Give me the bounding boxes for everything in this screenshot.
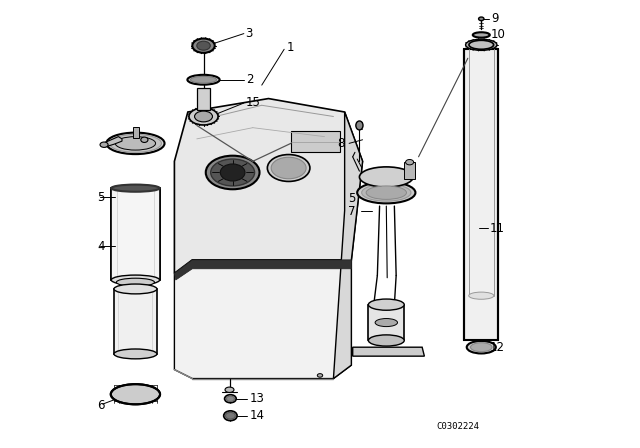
Polygon shape bbox=[174, 99, 362, 273]
Bar bbox=[197, 88, 210, 110]
Ellipse shape bbox=[479, 17, 484, 21]
Ellipse shape bbox=[356, 121, 363, 130]
Ellipse shape bbox=[225, 387, 234, 392]
Ellipse shape bbox=[369, 335, 404, 346]
Ellipse shape bbox=[224, 411, 237, 421]
Ellipse shape bbox=[109, 134, 161, 152]
Ellipse shape bbox=[468, 292, 494, 299]
Text: C0302224: C0302224 bbox=[436, 422, 479, 431]
Text: 3: 3 bbox=[246, 26, 253, 40]
Polygon shape bbox=[105, 137, 122, 147]
Text: 7: 7 bbox=[348, 205, 356, 218]
Ellipse shape bbox=[111, 185, 159, 192]
Polygon shape bbox=[333, 112, 362, 379]
Text: 4: 4 bbox=[97, 240, 104, 253]
Text: 6: 6 bbox=[97, 399, 104, 412]
Ellipse shape bbox=[188, 75, 220, 85]
Text: 5: 5 bbox=[348, 191, 356, 205]
Bar bbox=[464, 49, 499, 340]
Ellipse shape bbox=[114, 349, 157, 359]
Text: 1: 1 bbox=[287, 41, 294, 55]
Text: 15: 15 bbox=[246, 96, 260, 109]
Ellipse shape bbox=[106, 133, 164, 154]
Ellipse shape bbox=[360, 167, 413, 187]
Ellipse shape bbox=[362, 184, 411, 201]
Bar bbox=[369, 305, 404, 340]
Text: 5: 5 bbox=[97, 190, 104, 204]
Ellipse shape bbox=[220, 164, 245, 181]
Ellipse shape bbox=[191, 77, 216, 83]
Ellipse shape bbox=[206, 156, 260, 190]
Ellipse shape bbox=[470, 343, 492, 352]
Ellipse shape bbox=[469, 40, 493, 49]
Ellipse shape bbox=[268, 155, 310, 181]
Bar bbox=[114, 289, 157, 354]
Bar bbox=[132, 127, 139, 138]
Text: 10: 10 bbox=[491, 28, 506, 42]
Ellipse shape bbox=[227, 396, 234, 401]
Ellipse shape bbox=[369, 299, 404, 310]
Ellipse shape bbox=[100, 142, 108, 147]
Ellipse shape bbox=[225, 412, 236, 419]
Ellipse shape bbox=[467, 341, 496, 353]
Ellipse shape bbox=[271, 157, 306, 179]
Ellipse shape bbox=[141, 137, 148, 142]
Ellipse shape bbox=[375, 319, 397, 327]
Text: 8: 8 bbox=[337, 137, 344, 150]
Text: 2: 2 bbox=[246, 73, 253, 86]
Ellipse shape bbox=[116, 278, 154, 286]
Ellipse shape bbox=[195, 111, 212, 122]
Ellipse shape bbox=[225, 395, 236, 403]
Ellipse shape bbox=[115, 137, 156, 150]
Ellipse shape bbox=[211, 159, 255, 186]
Text: 12: 12 bbox=[490, 340, 504, 354]
Polygon shape bbox=[174, 260, 351, 280]
Polygon shape bbox=[174, 260, 351, 379]
Text: 14: 14 bbox=[249, 409, 264, 422]
Ellipse shape bbox=[366, 186, 406, 199]
Bar bbox=[404, 162, 415, 179]
Bar bbox=[291, 131, 340, 152]
Text: 9: 9 bbox=[491, 12, 499, 26]
Ellipse shape bbox=[473, 32, 490, 38]
Text: 13: 13 bbox=[249, 392, 264, 405]
Ellipse shape bbox=[114, 284, 157, 294]
Ellipse shape bbox=[189, 108, 218, 125]
Bar bbox=[111, 188, 159, 280]
Ellipse shape bbox=[465, 39, 497, 51]
Text: 11: 11 bbox=[490, 222, 504, 235]
Ellipse shape bbox=[197, 41, 210, 50]
Polygon shape bbox=[353, 347, 424, 356]
Ellipse shape bbox=[317, 374, 323, 377]
Ellipse shape bbox=[406, 159, 413, 165]
Ellipse shape bbox=[193, 39, 215, 53]
Ellipse shape bbox=[357, 182, 415, 203]
Ellipse shape bbox=[111, 384, 160, 404]
Ellipse shape bbox=[111, 275, 159, 285]
